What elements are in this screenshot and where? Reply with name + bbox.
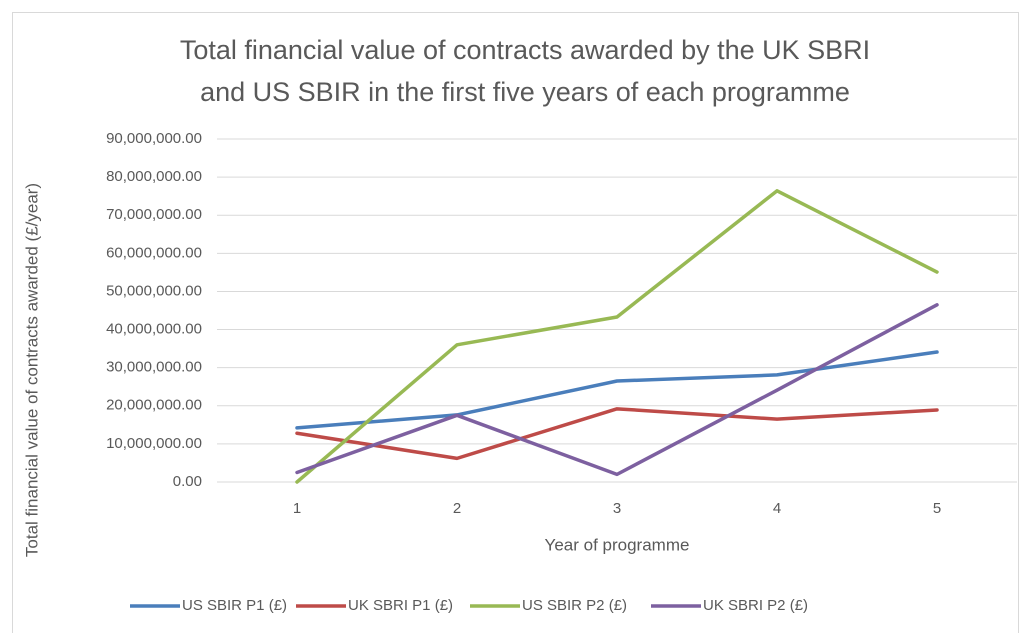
y-tick-label: 10,000,000.00 xyxy=(106,435,202,452)
y-tick-label: 20,000,000.00 xyxy=(106,397,202,414)
legend-label: US SBIR P2 (£) xyxy=(522,597,627,614)
y-tick-label: 40,000,000.00 xyxy=(106,321,202,338)
y-tick-label: 80,000,000.00 xyxy=(106,168,202,185)
y-tick-label: 60,000,000.00 xyxy=(106,244,202,261)
x-tick-label: 3 xyxy=(613,500,621,517)
y-tick-label: 70,000,000.00 xyxy=(106,206,202,223)
x-tick-label: 5 xyxy=(933,500,941,517)
y-tick-label: 50,000,000.00 xyxy=(106,282,202,299)
chart-title: and US SBIR in the first five years of e… xyxy=(200,77,850,107)
y-axis-label: Total financial value of contracts award… xyxy=(22,183,41,557)
y-tick-label: 90,000,000.00 xyxy=(106,130,202,147)
chart-border xyxy=(12,12,1019,633)
chart-title: Total financial value of contracts award… xyxy=(180,35,870,65)
legend-label: US SBIR P1 (£) xyxy=(182,597,287,614)
series-line xyxy=(295,189,939,484)
legend-label: UK SBRI P2 (£) xyxy=(703,597,808,614)
series-line xyxy=(295,350,939,430)
y-tick-label: 0.00 xyxy=(173,473,202,490)
series-line xyxy=(295,407,939,461)
x-tick-label: 2 xyxy=(453,500,461,517)
x-tick-label: 1 xyxy=(293,500,301,517)
x-tick-label: 4 xyxy=(773,500,781,517)
legend-label: UK SBRI P1 (£) xyxy=(348,597,453,614)
x-axis-label: Year of programme xyxy=(545,535,690,554)
y-tick-label: 30,000,000.00 xyxy=(106,359,202,376)
series-line xyxy=(295,303,939,477)
